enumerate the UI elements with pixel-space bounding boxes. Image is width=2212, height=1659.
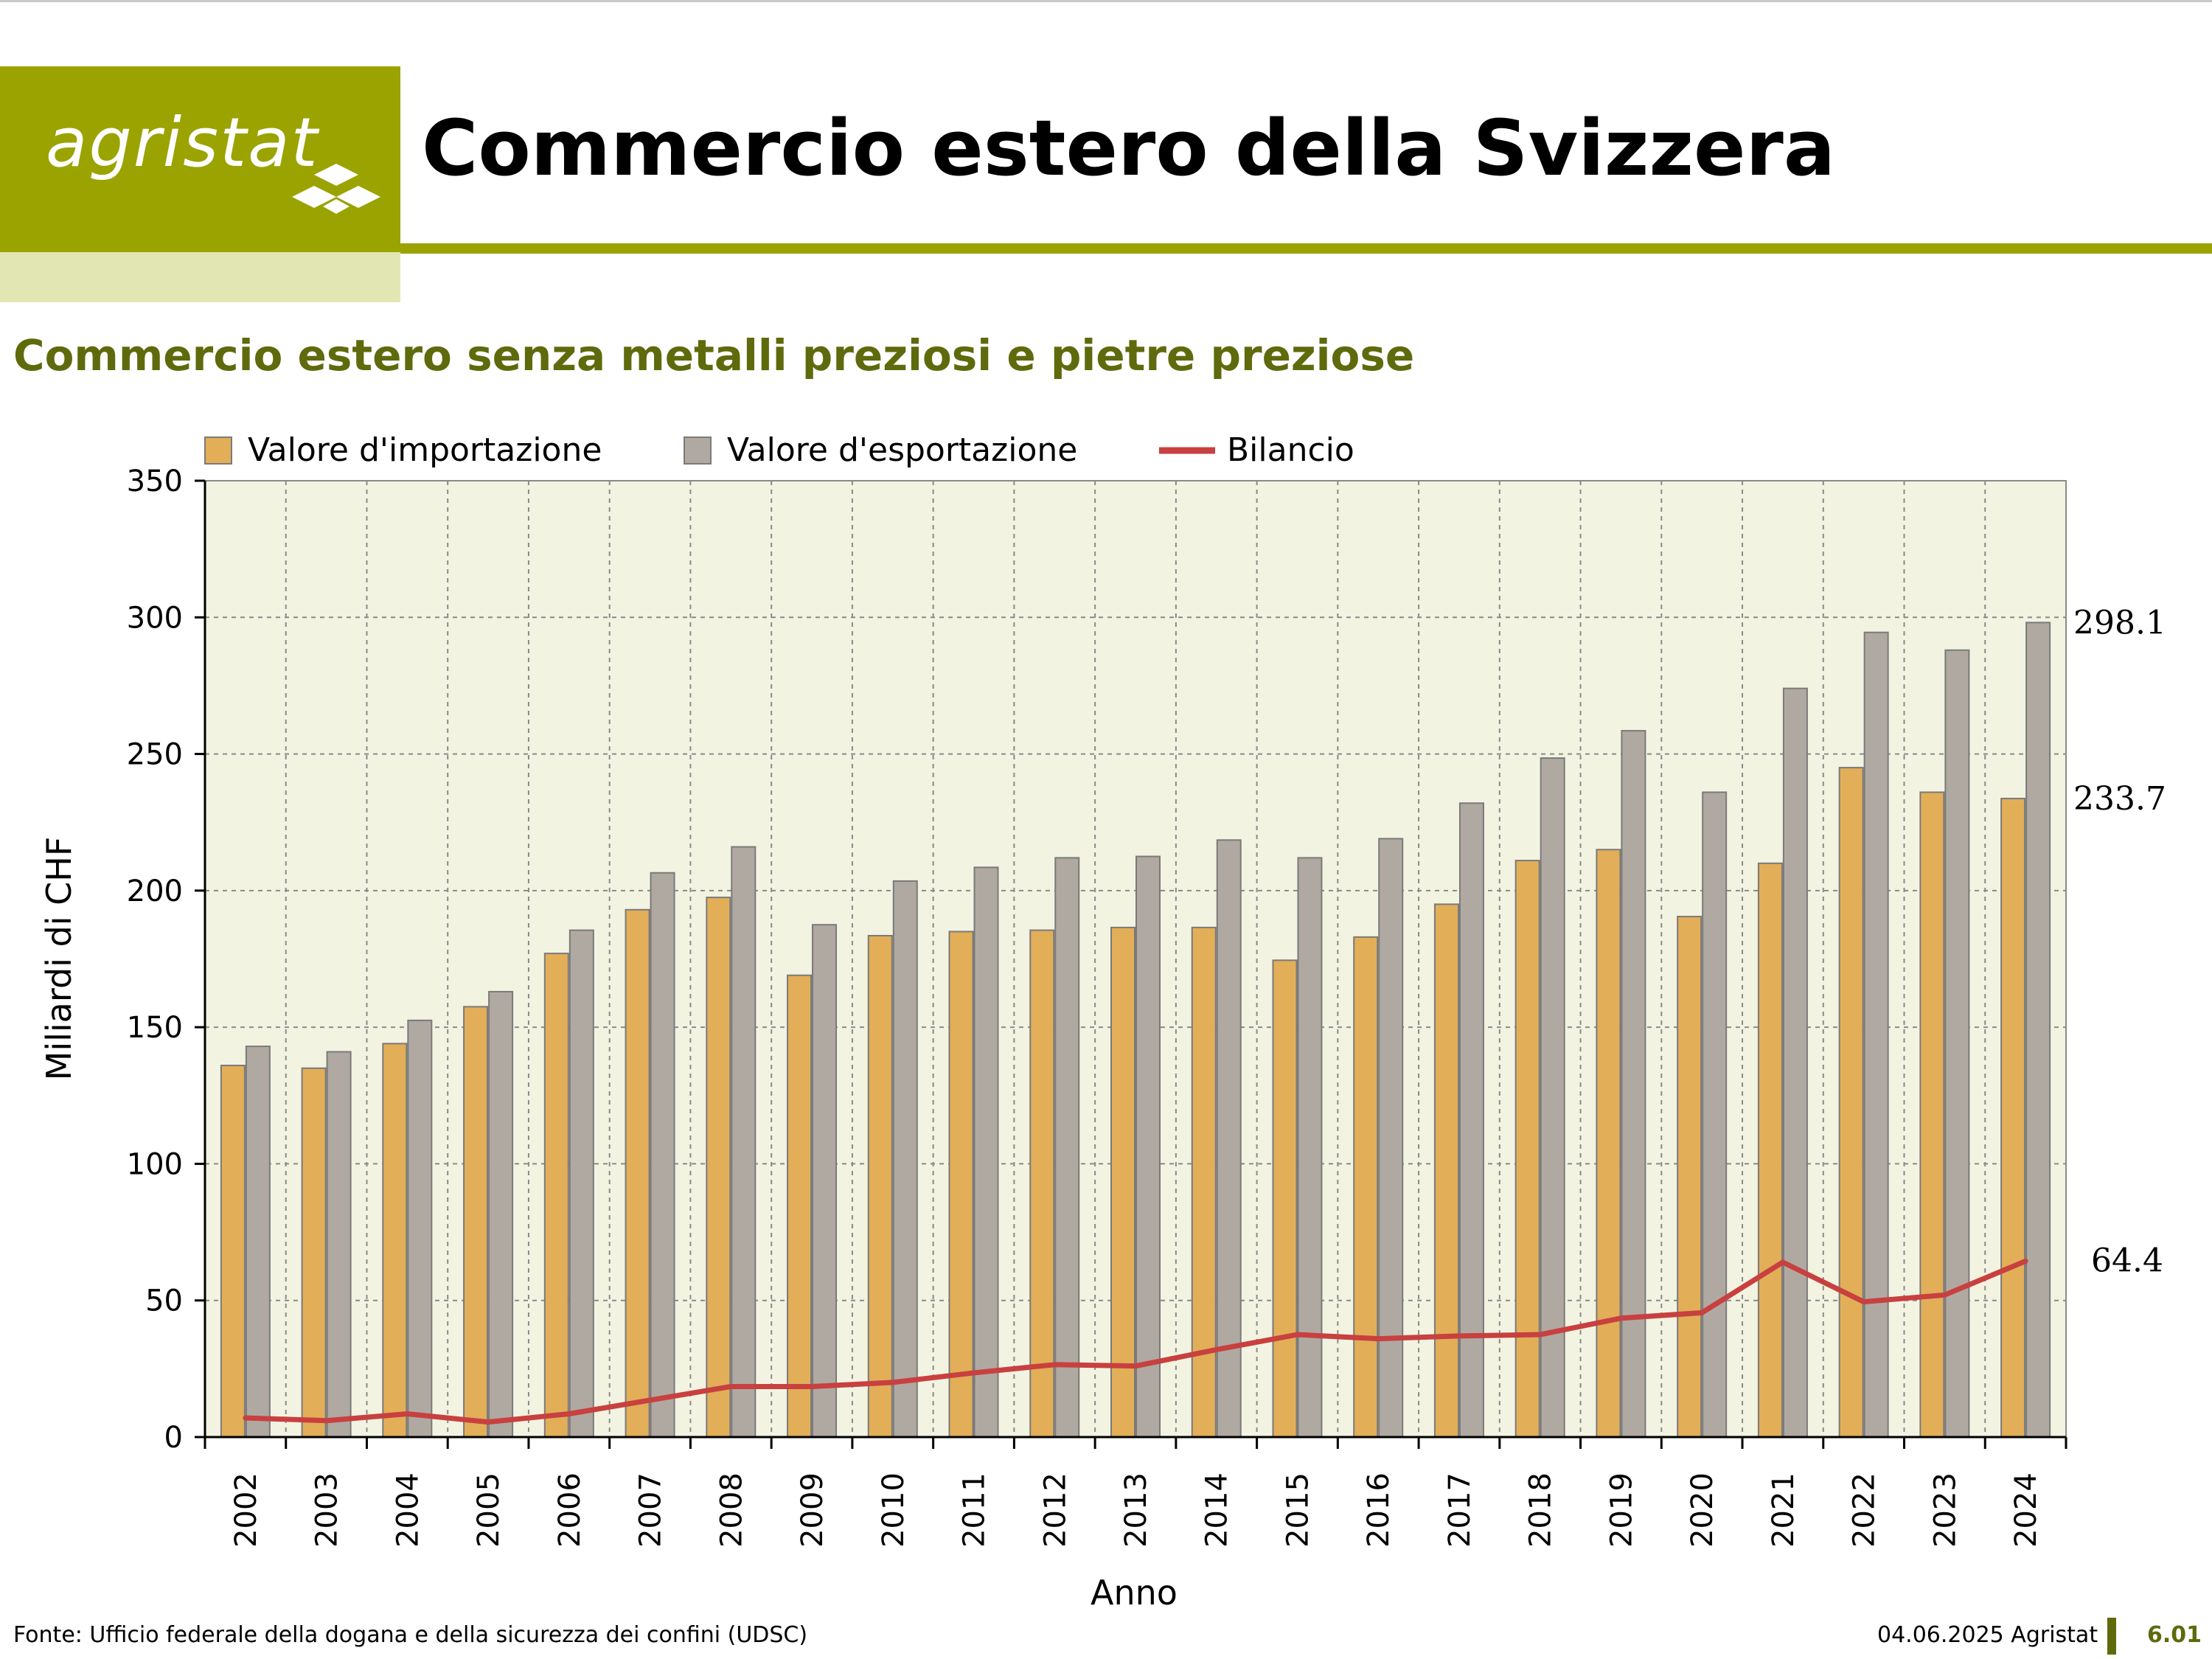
- annotation-balance-2024: 64.4: [2091, 1242, 2163, 1279]
- bar-import-2006: [543, 953, 569, 1439]
- x-tick-label: 2007: [634, 1472, 668, 1548]
- bar-import-2010: [867, 935, 893, 1439]
- bar-import-2022: [1838, 767, 1864, 1438]
- bar-export-2005: [488, 990, 514, 1439]
- logo-underlay: [0, 252, 400, 302]
- bar-import-2019: [1596, 849, 1621, 1439]
- x-tick-label: 2020: [1686, 1472, 1719, 1548]
- x-tick-label: 2011: [958, 1472, 992, 1548]
- bar-export-2012: [1054, 857, 1080, 1438]
- annotation-import-2024: 233.7: [2073, 780, 2166, 818]
- x-tick-label: 2004: [391, 1472, 425, 1548]
- legend-swatch-export: [684, 437, 712, 465]
- bar-export-2015: [1297, 857, 1323, 1438]
- bar-export-2022: [1863, 631, 1889, 1438]
- bar-import-2012: [1029, 929, 1055, 1438]
- x-tick-label: 2022: [1848, 1472, 1882, 1548]
- bar-export-2006: [568, 929, 594, 1438]
- x-tick-label: 2015: [1281, 1472, 1315, 1548]
- bar-import-2020: [1677, 916, 1703, 1438]
- logo-diamond-icon: [292, 164, 380, 214]
- legend-label-export: Valore d'esportazione: [727, 431, 1077, 469]
- top-border-line: [0, 0, 2212, 2]
- x-tick-label: 2024: [2009, 1472, 2043, 1548]
- x-tick-label: 2006: [553, 1472, 587, 1548]
- bar-import-2021: [1757, 862, 1783, 1439]
- x-tick-label: 2019: [1604, 1472, 1638, 1548]
- agristat-logo: [0, 66, 400, 252]
- annotation-export-2024: 298.1: [2073, 604, 2166, 641]
- x-tick-label: 2023: [1928, 1472, 1962, 1548]
- y-tick-label: 200: [127, 874, 183, 908]
- bar-import-2016: [1353, 936, 1379, 1438]
- bar-import-2011: [948, 931, 974, 1438]
- footer-date: 04.06.2025 Agristat: [1877, 1622, 2098, 1648]
- x-axis-title: Anno: [1091, 1573, 1178, 1613]
- y-tick-label: 150: [127, 1011, 183, 1045]
- x-tick-label: 2017: [1443, 1472, 1477, 1548]
- bar-import-2013: [1110, 926, 1135, 1438]
- x-tick-label: 2021: [1767, 1472, 1801, 1548]
- bar-export-2011: [973, 866, 999, 1438]
- bar-import-2024: [2000, 797, 2026, 1439]
- x-tick-label: 2016: [1362, 1472, 1396, 1548]
- bar-export-2023: [1944, 649, 1970, 1438]
- x-tick-label: 2012: [1038, 1472, 1072, 1548]
- bar-import-2005: [463, 1006, 489, 1438]
- x-tick-label: 2009: [796, 1472, 830, 1548]
- balance-line: [243, 1258, 2028, 1425]
- legend-label-import: Valore d'importazione: [248, 431, 602, 469]
- bar-export-2021: [1782, 687, 1808, 1438]
- bar-import-2015: [1272, 959, 1298, 1439]
- legend-label-balance: Bilancio: [1227, 431, 1354, 469]
- x-tick-label: 2010: [877, 1472, 911, 1548]
- bar-import-2007: [625, 908, 650, 1438]
- header-rule: [400, 243, 2212, 254]
- x-tick-label: 2005: [472, 1472, 506, 1548]
- bar-import-2008: [706, 897, 731, 1439]
- footer-source: Fonte: Ufficio federale della dogana e d…: [13, 1622, 808, 1648]
- bar-import-2023: [1919, 791, 1945, 1438]
- bar-export-2007: [650, 872, 675, 1438]
- bar-import-2002: [220, 1065, 246, 1438]
- bar-export-2016: [1378, 838, 1404, 1439]
- x-tick-label: 2013: [1119, 1472, 1153, 1548]
- bar-export-2017: [1458, 802, 1484, 1438]
- x-tick-label: 2002: [229, 1472, 263, 1548]
- page-title: Commercio estero della Svizzera: [422, 103, 1835, 193]
- bar-export-2008: [731, 846, 757, 1438]
- bar-export-2003: [326, 1051, 352, 1438]
- bar-import-2017: [1433, 903, 1459, 1438]
- y-axis-title: Miliardi di CHF: [39, 837, 79, 1081]
- y-tick-label: 50: [145, 1284, 183, 1318]
- legend-swatch-import: [204, 437, 232, 465]
- bar-import-2018: [1514, 860, 1540, 1438]
- bar-export-2009: [812, 924, 838, 1438]
- bar-export-2004: [407, 1019, 433, 1438]
- bar-export-2013: [1135, 855, 1161, 1439]
- bar-export-2020: [1702, 791, 1728, 1438]
- y-tick-label: 300: [127, 601, 183, 635]
- bar-export-2024: [2025, 622, 2051, 1439]
- x-tick-label: 2014: [1200, 1472, 1234, 1548]
- footer-divider: [2107, 1618, 2116, 1655]
- x-tick-label: 2018: [1524, 1472, 1558, 1548]
- page-number: 6.01: [2147, 1622, 2202, 1648]
- y-tick-label: 250: [127, 738, 183, 772]
- bar-export-2002: [245, 1046, 271, 1438]
- x-tick-label: 2003: [310, 1472, 344, 1548]
- logo-text: agristat: [46, 103, 319, 182]
- bar-import-2009: [787, 974, 813, 1438]
- y-tick-label: 350: [127, 465, 183, 498]
- x-tick-label: 2008: [714, 1472, 748, 1548]
- bar-import-2014: [1191, 926, 1217, 1438]
- bar-export-2010: [892, 880, 918, 1438]
- y-tick-label: 100: [127, 1147, 183, 1181]
- bar-import-2003: [301, 1067, 327, 1438]
- y-tick-label: 0: [164, 1421, 183, 1455]
- bar-import-2004: [382, 1043, 408, 1439]
- chart-subtitle: Commercio estero senza metalli preziosi …: [13, 330, 1415, 380]
- bar-export-2019: [1621, 730, 1646, 1438]
